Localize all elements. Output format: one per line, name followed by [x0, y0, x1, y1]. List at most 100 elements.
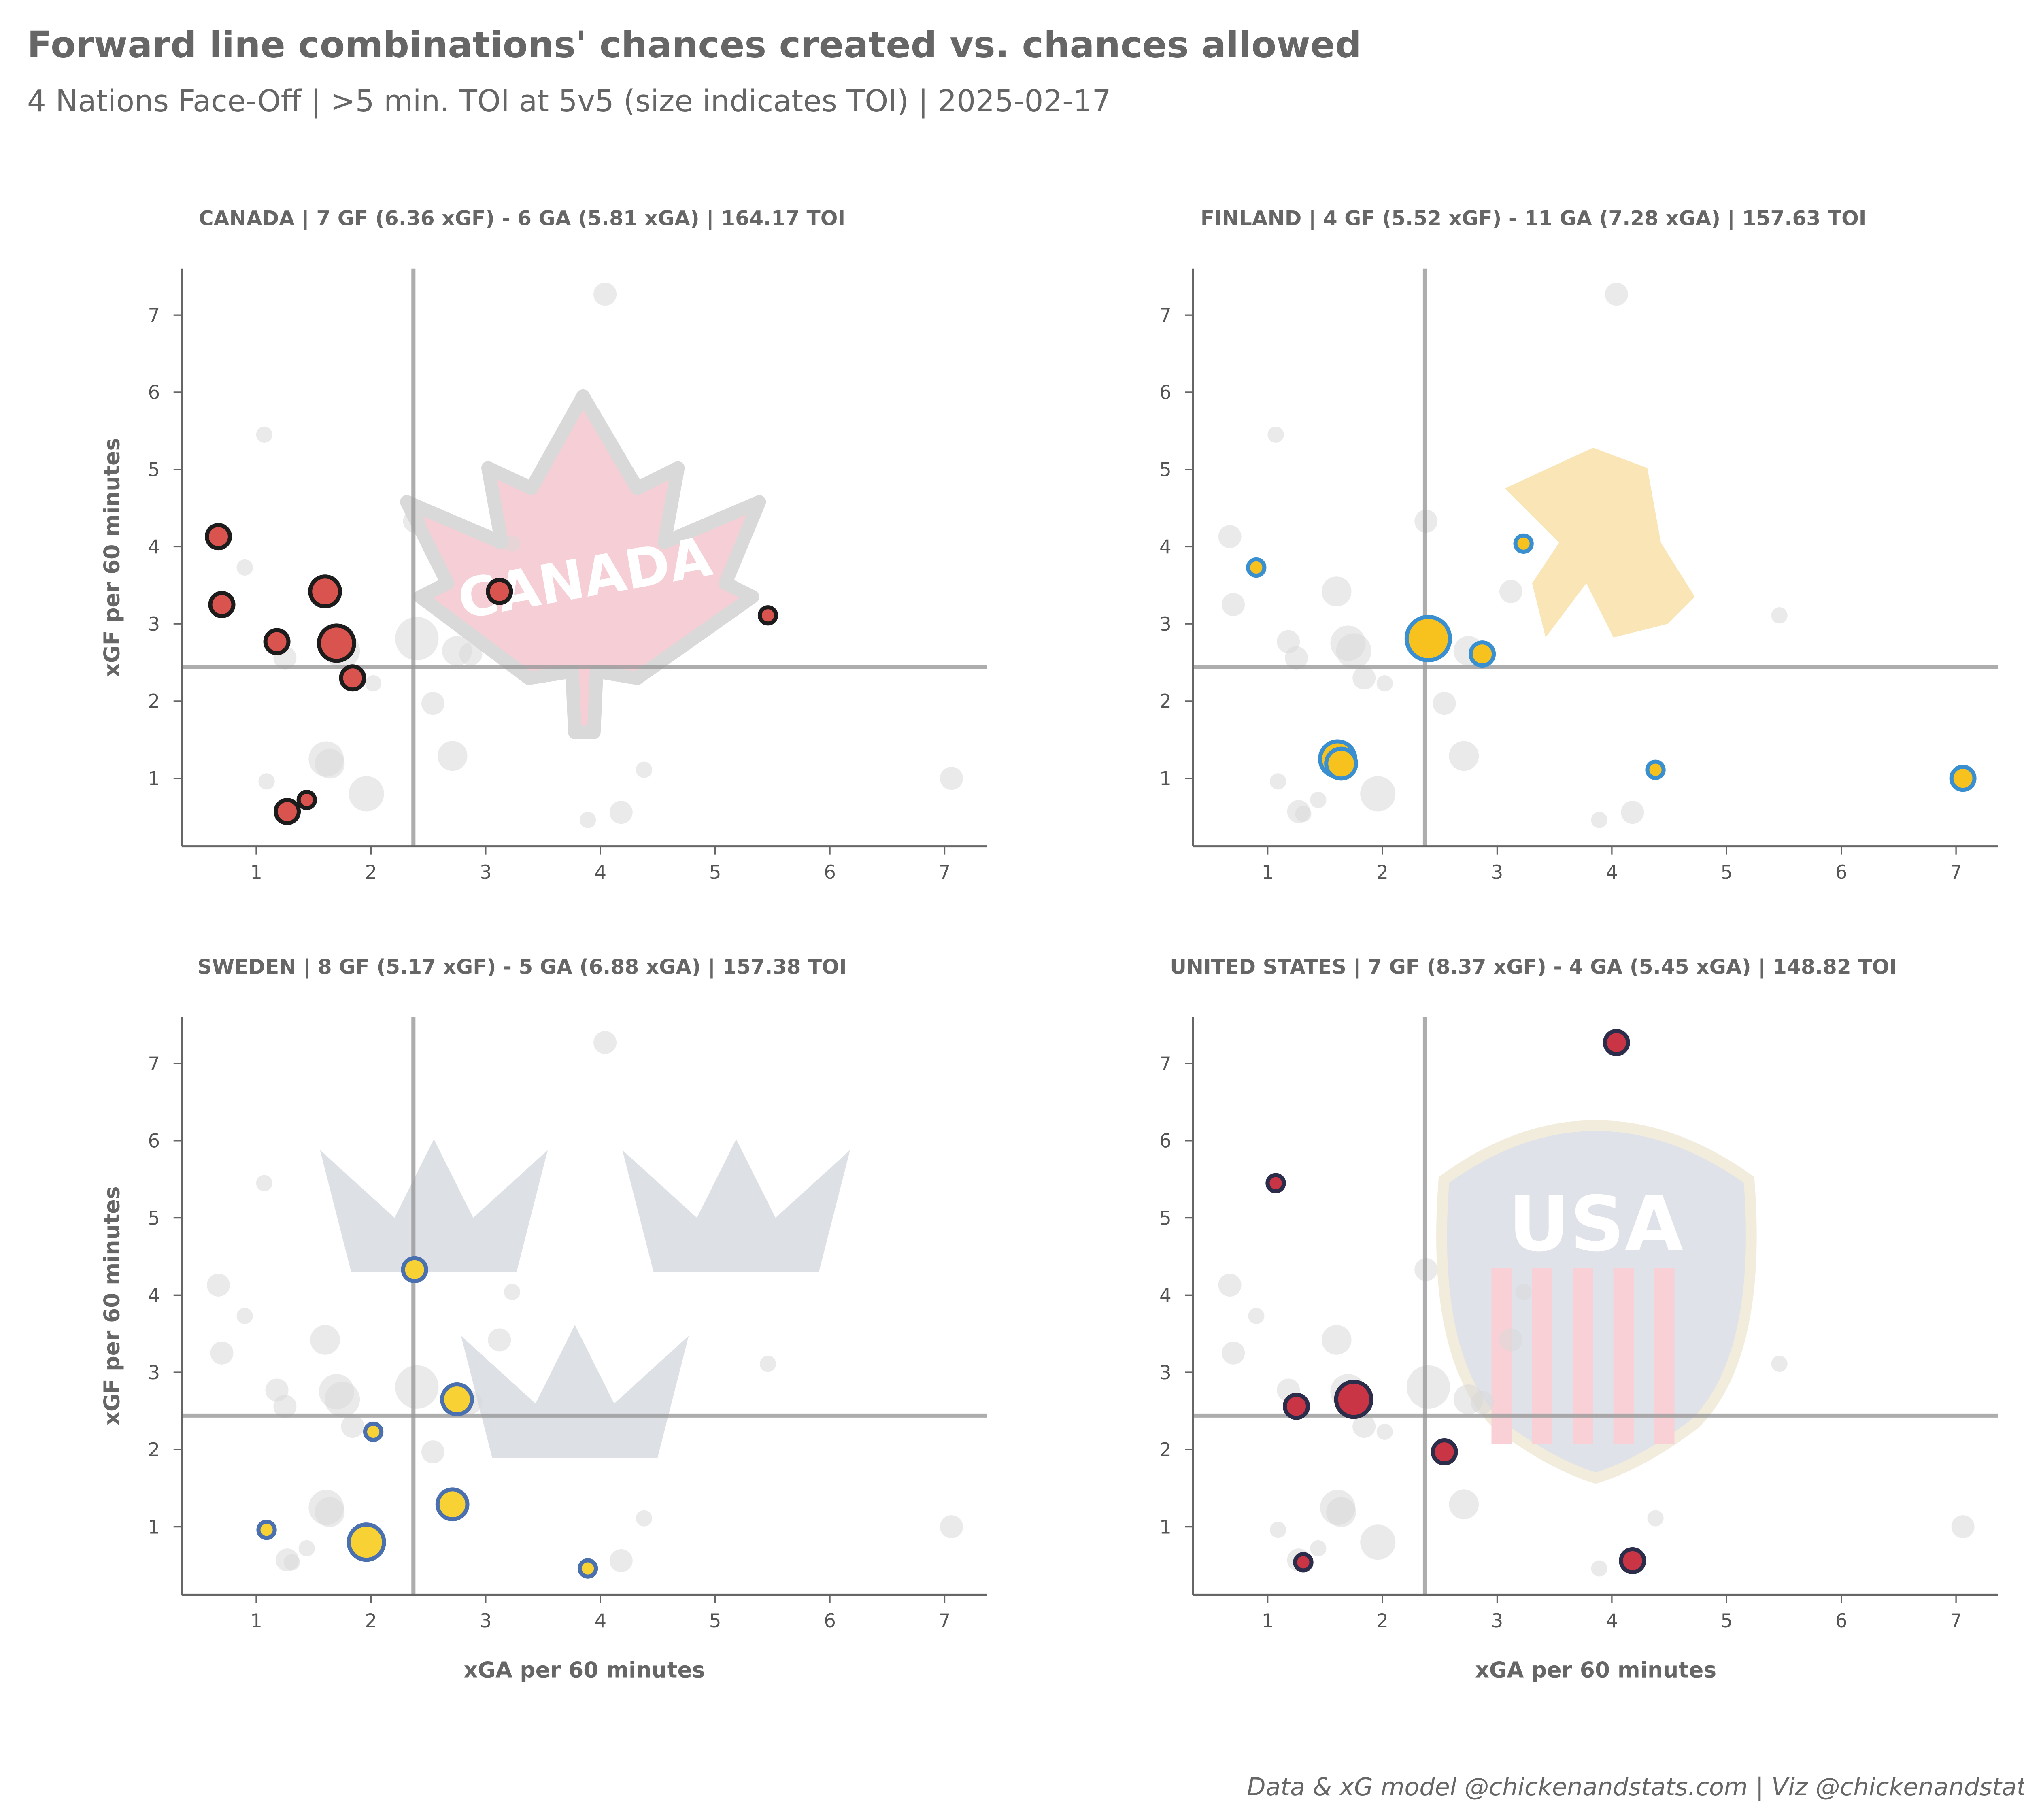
background-point	[236, 1308, 253, 1324]
panel-finland: FINLAND | 4 GF (5.52 xGF) - 11 GA (7.28 …	[1159, 206, 1998, 884]
background-point	[395, 1365, 439, 1409]
x-tick-label: 2	[365, 1610, 377, 1632]
x-tick-label: 2	[1376, 861, 1388, 884]
x-axis-label: xGA per 60 minutes	[464, 1657, 705, 1683]
stripe	[1613, 1268, 1634, 1444]
stripe	[1573, 1268, 1593, 1444]
background-point	[1449, 741, 1479, 771]
x-tick-label: 6	[824, 1610, 836, 1632]
background-point	[1352, 666, 1376, 690]
team-logo	[320, 1139, 850, 1458]
background-point	[1951, 1515, 1975, 1539]
background-point	[349, 776, 384, 812]
team-logo	[1505, 448, 1695, 638]
y-tick-label: 4	[148, 1284, 160, 1307]
chart-subtitle: 4 Nations Face-Off | >5 min. TOI at 5v5 …	[27, 84, 1111, 119]
background-point	[1360, 1524, 1396, 1560]
background-point	[256, 426, 272, 443]
panel-title: FINLAND | 4 GF (5.52 xGF) - 11 GA (7.28 …	[1201, 206, 1867, 230]
data-point	[577, 1558, 598, 1579]
background-point	[442, 636, 472, 666]
y-tick-label: 6	[1159, 1130, 1171, 1152]
background-point	[365, 675, 382, 692]
y-tick-label: 1	[1159, 1516, 1171, 1538]
background-point	[1222, 1341, 1245, 1365]
background-point	[273, 1395, 297, 1418]
background-point	[593, 283, 617, 306]
x-tick-label: 7	[939, 1610, 951, 1632]
background-point	[341, 1415, 364, 1438]
panel-title: SWEDEN | 8 GF (5.17 xGF) - 5 GA (6.88 xG…	[197, 955, 846, 978]
y-tick-label: 4	[1159, 536, 1171, 558]
background-point	[1222, 593, 1245, 616]
y-tick-label: 2	[148, 1439, 160, 1461]
data-point	[339, 664, 366, 692]
y-tick-label: 5	[1159, 1207, 1171, 1229]
background-point	[1453, 1384, 1484, 1414]
x-tick-label: 1	[250, 1610, 262, 1632]
y-tick-label: 5	[1159, 459, 1171, 481]
footer-credit: Data & xG model @chickenandstats.com | V…	[1247, 1773, 2024, 1801]
data-point	[435, 1487, 470, 1522]
y-tick-label: 2	[1159, 691, 1171, 713]
background-point	[325, 1382, 360, 1417]
panel-title: CANADA | 7 GF (6.36 xGF) - 6 GA (5.81 xG…	[199, 206, 845, 230]
background-point	[1605, 283, 1628, 306]
y-tick-label: 7	[1159, 1053, 1171, 1075]
background-point	[1326, 1497, 1356, 1527]
background-point	[236, 559, 253, 576]
crown-icon	[622, 1139, 850, 1272]
background-point	[1406, 1365, 1450, 1409]
data-point	[1645, 759, 1666, 780]
panel-title: UNITED STATES | 7 GF (8.37 xGF) - 4 GA (…	[1170, 955, 1897, 978]
y-tick-label: 5	[148, 459, 160, 481]
data-point	[205, 523, 232, 551]
crown-icon	[320, 1139, 548, 1272]
data-point	[347, 1522, 386, 1562]
x-tick-label: 4	[1606, 861, 1618, 884]
data-point	[1265, 1173, 1286, 1193]
x-axis-label: xGA per 60 minutes	[1475, 1657, 1716, 1683]
x-tick-label: 4	[594, 861, 606, 884]
data-point	[440, 1382, 474, 1416]
y-tick-label: 3	[148, 613, 160, 636]
x-tick-label: 1	[1262, 1610, 1274, 1632]
data-point	[1513, 533, 1534, 554]
x-tick-label: 3	[1491, 1610, 1503, 1632]
data-point	[256, 1520, 277, 1540]
background-point	[1270, 773, 1286, 790]
x-tick-label: 7	[1950, 861, 1962, 884]
background-point	[1336, 633, 1371, 669]
y-tick-label: 3	[148, 1362, 160, 1384]
x-tick-label: 6	[824, 861, 836, 884]
data-point	[263, 628, 291, 655]
background-point	[609, 1549, 633, 1572]
background-point	[1218, 525, 1242, 549]
background-point	[1647, 1510, 1664, 1527]
background-point	[759, 1355, 776, 1372]
data-point	[1603, 1029, 1630, 1057]
background-point	[256, 1175, 272, 1191]
background-point	[1310, 1540, 1327, 1557]
y-tick-label: 4	[1159, 1284, 1171, 1307]
background-point	[1285, 646, 1308, 670]
y-tick-label: 6	[148, 382, 160, 404]
background-point	[421, 692, 444, 715]
data-point	[296, 790, 317, 810]
y-tick-label: 6	[148, 1130, 160, 1152]
background-point	[395, 617, 439, 661]
background-point	[636, 1510, 653, 1527]
background-point	[1267, 426, 1284, 443]
data-point	[486, 578, 513, 605]
background-point	[210, 1341, 234, 1365]
background-point	[421, 1440, 444, 1464]
x-tick-label: 1	[1262, 861, 1274, 884]
data-point	[208, 591, 236, 619]
panel-canada: CANADA | 7 GF (6.36 xGF) - 6 GA (5.81 xG…	[99, 206, 987, 884]
background-point	[1376, 675, 1393, 692]
x-tick-label: 5	[709, 861, 721, 884]
y-tick-label: 4	[148, 536, 160, 558]
background-point	[1295, 806, 1312, 822]
background-point	[1376, 1423, 1393, 1440]
